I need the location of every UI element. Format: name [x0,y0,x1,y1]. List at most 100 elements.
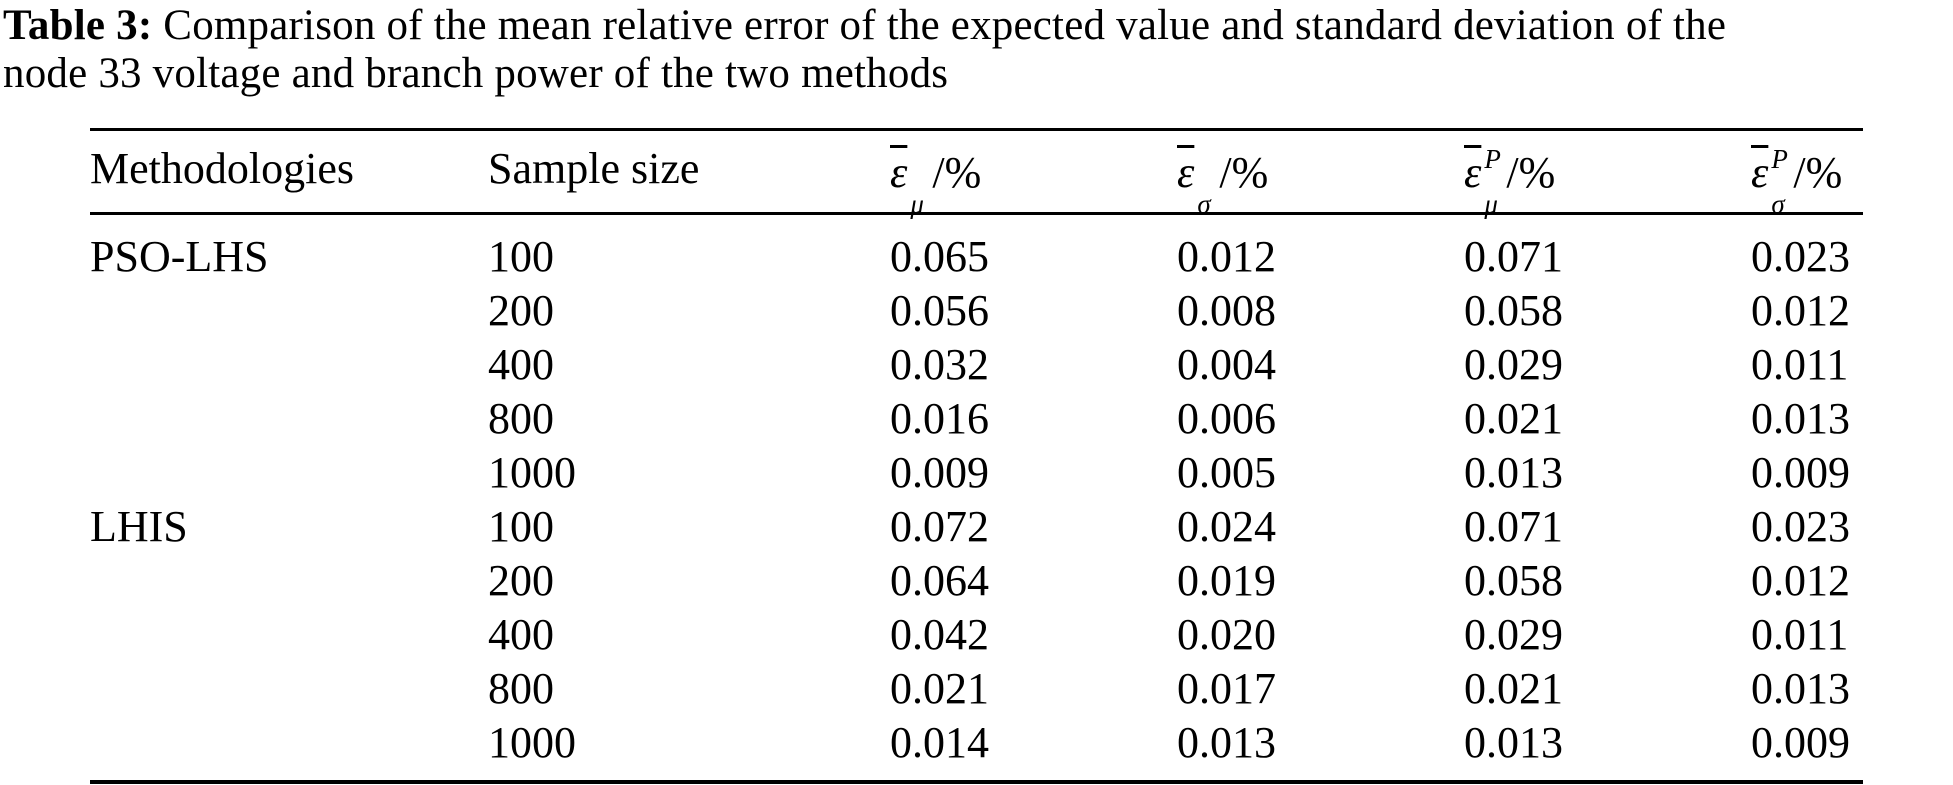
cell-eps-sigma: 0.012 [1177,232,1276,281]
cell-sample-size: 200 [488,556,554,605]
table-row: 800 0.016 0.006 0.021 0.013 [90,392,1863,446]
eps-supsub: σ [1194,143,1219,217]
cell-sample-size: 1000 [488,448,576,497]
superscript-p: P [1771,143,1788,174]
cell-sample-size: 1000 [488,718,576,767]
cell-eps-mu-p: 0.021 [1464,664,1563,713]
cell-eps-sigma: 0.013 [1177,718,1276,767]
subscript-mu: μ [910,188,924,219]
table-row: 400 0.042 0.020 0.029 0.011 [90,608,1863,662]
eps-base: ε [1464,147,1482,197]
column-header-eps-sigma: ε σ /% [1177,129,1464,217]
cell-eps-sigma: 0.008 [1177,286,1276,335]
eps-base: ε [890,147,908,197]
subscript-sigma: σ [1197,188,1211,219]
cell-eps-sigma-p: 0.009 [1751,448,1850,497]
eps-base: ε [1177,147,1195,197]
cell-eps-sigma: 0.024 [1177,502,1276,551]
cell-eps-sigma-p: 0.011 [1751,340,1849,389]
table-caption: Table 3: Comparison of the mean relative… [3,2,1953,98]
cell-eps-mu: 0.072 [890,502,989,551]
table-row: 1000 0.009 0.005 0.013 0.009 [90,446,1863,500]
subscript-sigma: σ [1771,188,1785,219]
cell-eps-sigma-p: 0.023 [1751,232,1850,281]
eps-suffix: /% [1506,147,1556,197]
column-header-sample-size: Sample size [488,129,890,215]
cell-methodology [90,392,488,446]
cell-sample-size: 200 [488,286,554,335]
column-header-methodologies: Methodologies [90,129,488,215]
cell-eps-mu-p: 0.058 [1464,556,1563,605]
table-row: 1000 0.014 0.013 0.013 0.009 [90,716,1863,782]
eps-suffix: /% [1219,147,1269,197]
cell-eps-sigma-p: 0.012 [1751,286,1850,335]
cell-eps-sigma: 0.006 [1177,394,1276,443]
cell-eps-sigma: 0.004 [1177,340,1276,389]
cell-eps-mu: 0.042 [890,610,989,659]
cell-sample-size: 100 [488,232,554,281]
eps-suffix: /% [1793,147,1843,197]
cell-methodology: PSO-LHS [90,232,269,281]
cell-eps-sigma-p: 0.009 [1751,718,1850,767]
cell-eps-mu: 0.016 [890,394,989,443]
column-header-eps-mu: ε μ /% [890,129,1177,217]
cell-eps-mu-p: 0.029 [1464,340,1563,389]
eps-supsub: μ [907,143,932,217]
caption-table-number: Table 3: [3,2,153,49]
cell-eps-sigma-p: 0.012 [1751,556,1850,605]
caption-line-1: Comparison of the mean relative error of… [152,2,1727,49]
cell-sample-size: 800 [488,664,554,713]
cell-eps-sigma: 0.005 [1177,448,1276,497]
superscript-p: P [1484,143,1501,174]
cell-eps-sigma-p: 0.023 [1751,502,1850,551]
cell-eps-mu: 0.014 [890,718,989,767]
cell-eps-mu-p: 0.021 [1464,394,1563,443]
cell-methodology [90,446,488,500]
table-row: LHIS 100 0.072 0.024 0.071 0.023 [90,500,1863,554]
cell-sample-size: 100 [488,502,554,551]
table-row: PSO-LHS 100 0.065 0.012 0.071 0.023 [90,214,1863,285]
caption-line-2: node 33 voltage and branch power of the … [3,50,949,97]
cell-eps-sigma-p: 0.013 [1751,394,1850,443]
cell-eps-mu: 0.009 [890,448,989,497]
cell-eps-mu-p: 0.029 [1464,610,1563,659]
cell-eps-mu-p: 0.013 [1464,718,1563,767]
cell-eps-sigma-p: 0.011 [1751,610,1849,659]
table-row: 400 0.032 0.004 0.029 0.011 [90,338,1863,392]
cell-eps-sigma: 0.017 [1177,664,1276,713]
cell-sample-size: 800 [488,394,554,443]
table-row: 200 0.056 0.008 0.058 0.012 [90,284,1863,338]
cell-methodology [90,284,488,338]
subscript-mu: μ [1484,188,1498,219]
cell-eps-mu-p: 0.058 [1464,286,1563,335]
cell-eps-mu: 0.056 [890,286,989,335]
table-row: 200 0.064 0.019 0.058 0.012 [90,554,1863,608]
cell-eps-mu-p: 0.071 [1464,502,1563,551]
cell-methodology [90,608,488,662]
cell-methodology [90,554,488,608]
cell-eps-sigma-p: 0.013 [1751,664,1850,713]
cell-sample-size: 400 [488,340,554,389]
table-row: 800 0.021 0.017 0.021 0.013 [90,662,1863,716]
cell-eps-mu: 0.065 [890,232,989,281]
cell-eps-mu-p: 0.013 [1464,448,1563,497]
cell-methodology: LHIS [90,502,188,551]
cell-methodology [90,662,488,716]
cell-eps-mu: 0.021 [890,664,989,713]
cell-eps-mu: 0.032 [890,340,989,389]
eps-base: ε [1751,147,1769,197]
cell-eps-mu: 0.064 [890,556,989,605]
cell-methodology [90,716,488,782]
eps-suffix: /% [932,147,982,197]
cell-eps-sigma: 0.020 [1177,610,1276,659]
cell-methodology [90,338,488,392]
cell-eps-sigma: 0.019 [1177,556,1276,605]
cell-eps-mu-p: 0.071 [1464,232,1563,281]
cell-sample-size: 400 [488,610,554,659]
